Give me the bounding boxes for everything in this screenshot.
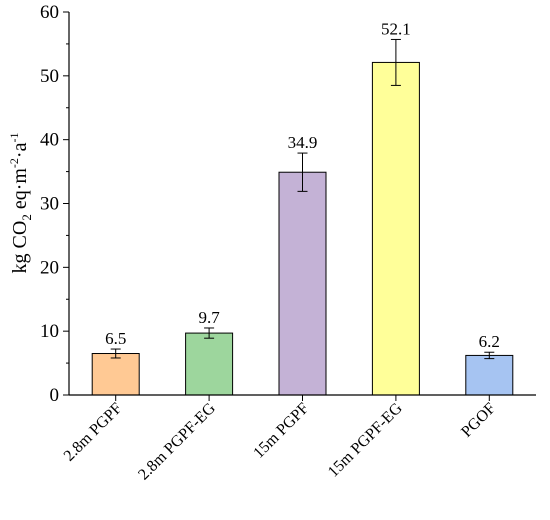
- error-bar-3: [390, 38, 401, 86]
- y-axis-label-sup1: -2: [7, 158, 21, 168]
- x-tick-label-2: 15m PGPF: [250, 400, 312, 462]
- data-label-1: 9.7: [198, 308, 220, 327]
- y-tick-label-0: 0: [50, 385, 60, 406]
- y-axis-label-mid2: ·a: [9, 142, 31, 158]
- bar-3: [371, 61, 420, 396]
- y-tick-label-2: 20: [40, 257, 59, 278]
- y-axis-label: kg CO2 eq·m-2·a-1: [7, 133, 34, 274]
- y-axis-label-sub: 2: [19, 214, 34, 221]
- bar-2: [278, 171, 327, 396]
- data-label-4: 6.2: [479, 332, 500, 351]
- error-bar-0: [110, 348, 121, 359]
- y-tick-label-1: 10: [40, 321, 59, 342]
- x-tick-label-4: PGOF: [458, 400, 499, 441]
- data-label-0: 6.5: [105, 329, 126, 348]
- y-tick-label-4: 40: [40, 130, 59, 151]
- x-tick-label-3: 15m PGPF-EG: [325, 399, 406, 480]
- y-axis-label-prefix: kg CO: [9, 221, 31, 274]
- y-tick-label-6: 60: [40, 2, 59, 23]
- error-bar-1: [204, 327, 215, 339]
- x-tick-label-1: 2.8m PGPF-EG: [135, 399, 219, 483]
- data-labels-layer: 6.5 9.7 34.9 52.1 6.2: [105, 19, 500, 351]
- y-tick-label-3: 30: [40, 194, 59, 215]
- x-tick-label-0: 2.8m PGPF: [61, 400, 126, 465]
- data-label-3: 52.1: [381, 19, 411, 38]
- y-axis-label-mid1: eq·m: [9, 168, 31, 215]
- bar-4: [465, 354, 514, 396]
- y-axis-label-sup2: -1: [7, 133, 21, 143]
- data-label-2: 34.9: [288, 133, 318, 152]
- error-bars-layer: [110, 38, 495, 360]
- error-bar-2: [297, 152, 308, 192]
- y-tick-label-5: 50: [40, 66, 59, 87]
- bars-layer: [91, 61, 514, 396]
- bar-0: [91, 353, 140, 396]
- bar-1: [185, 332, 234, 396]
- error-bar-4: [484, 351, 495, 360]
